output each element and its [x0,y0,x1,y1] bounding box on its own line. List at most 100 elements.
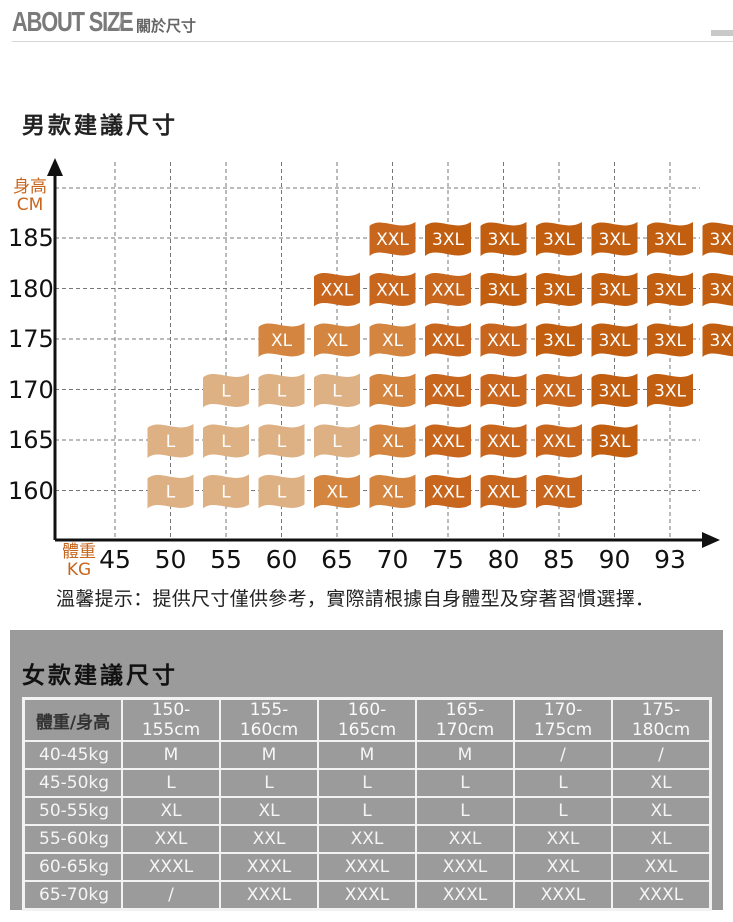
size-label: 3XL [654,230,686,250]
size-label: 3XL [654,382,686,402]
y-tick-label: 185 [8,224,54,252]
size-flag [536,323,582,357]
size-flag [536,474,582,509]
size-label: XXL [543,483,576,503]
size-flag [147,474,194,509]
column-header: 165-170cm [416,699,514,741]
size-label: 3XL [710,281,733,301]
size-label: XXL [487,483,520,503]
size-flag [480,222,527,256]
size-flag [480,424,527,458]
table-cell: L [220,769,318,797]
table-cell: L [514,769,612,797]
size-label: 3XL [710,331,733,351]
table-cell: XXL [318,825,416,853]
size-flag [203,373,249,408]
x-tick-label: 45 [99,545,131,574]
size-label: XXL [543,382,576,402]
table-cell: XXXL [220,881,318,909]
x-tick-label: 55 [210,545,242,574]
men-size-title: 男款建議尺寸 [22,113,178,139]
y-axis-label-line1: 身高 [13,177,47,197]
x-tick-label: 80 [487,545,520,574]
size-label: 3XL [599,281,631,301]
header-separator: / [118,14,124,33]
size-flag [536,373,582,408]
size-label: 3XL [543,331,575,351]
size-label: XXL [487,382,520,402]
table-row: 60-65kg XXXL XXXL XXXL XXXL XXL XXL [24,853,710,881]
table-cell: XXL [612,853,710,881]
table-cell: XXXL [220,853,318,881]
size-flag [369,272,416,307]
size-flag [203,424,249,458]
size-note: 溫馨提示：提供尺寸僅供參考，實際請根據自身體型及穿著習慣選擇． [56,588,655,610]
size-label: XL [271,331,293,351]
table-cell: M [318,741,416,769]
x-tick-label: 85 [543,545,575,574]
size-label: XL [326,483,348,503]
y-tick-label: 160 [8,476,54,505]
size-label: L [277,382,287,402]
size-flag [258,373,305,408]
size-flag [314,373,360,408]
column-header: 160-165cm [318,699,416,741]
size-flag [369,424,416,458]
size-label: 3XL [599,230,631,250]
size-flag [369,323,416,357]
table-cell: XXXL [514,881,612,909]
table-cell: XXL [220,825,318,853]
table-header-row: 體重/身高 150-155cm 155-160cm 160-165cm 165-… [24,699,710,741]
row-header: 40-45kg [24,741,122,769]
size-label: XXL [376,281,409,301]
size-flag [702,273,733,307]
size-flag [425,323,471,357]
x-axis-label: 體重 KG [54,543,104,579]
size-flag [591,272,638,307]
size-flag [258,424,305,458]
size-label: XXL [543,432,576,452]
x-tick-label: 90 [598,545,631,574]
size-label: XXL [432,483,465,503]
size-flag [369,373,416,408]
table-cell: M [122,741,220,769]
row-header: 55-60kg [24,825,122,853]
size-label: 3XL [710,230,733,250]
size-flag [314,424,360,458]
x-tick-label: 65 [321,545,353,574]
row-header: 60-65kg [24,853,122,881]
size-flag [702,222,733,256]
header-tab-marker [711,30,733,36]
x-tick-label: 60 [265,545,298,574]
size-flag [480,373,527,408]
y-axis-arrow [47,158,63,176]
y-tick-label: 165 [8,426,54,454]
size-label: 3XL [543,230,575,250]
section-header: ABOUT SIZE / 關於尺寸 [0,0,733,44]
header-title: ABOUT SIZE [12,6,134,37]
size-label: L [277,432,287,452]
size-label: L [332,382,342,402]
size-label: 3XL [599,331,631,351]
size-flag [425,474,471,509]
table-cell: L [416,797,514,825]
size-label: XL [382,432,404,452]
size-flag [591,222,638,256]
size-flag [536,222,582,256]
size-label: L [166,483,176,503]
size-label: XL [382,382,404,402]
y-axis-label-line2: CM [16,195,44,215]
size-flag [314,323,360,357]
size-label: XL [326,331,348,351]
size-label: XXL [432,382,465,402]
size-flag [480,272,527,307]
size-flag [425,222,471,256]
size-label: XXL [487,331,520,351]
size-label: 3XL [488,281,520,301]
column-header: 170-175cm [514,699,612,741]
size-flag [591,373,638,408]
x-tick-label: 93 [654,545,686,574]
size-label: XXL [432,432,465,452]
table-cell: M [220,741,318,769]
header-subtitle: 關於尺寸 [136,17,197,35]
